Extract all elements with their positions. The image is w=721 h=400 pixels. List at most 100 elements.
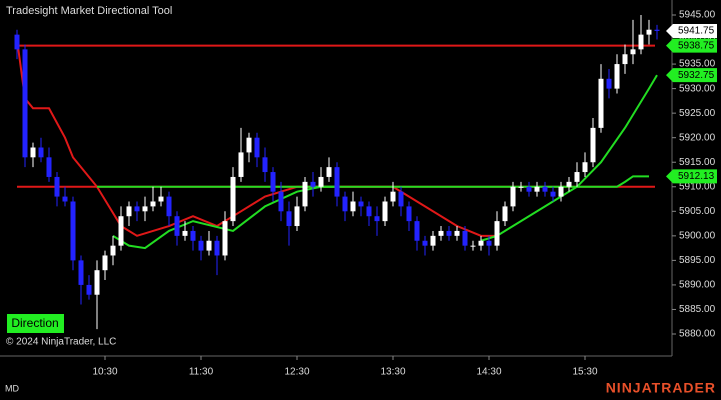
y-tick-label: 5910.00: [679, 181, 716, 192]
candle-body: [518, 186, 524, 188]
indicator-line: [112, 185, 337, 250]
candle-body: [390, 191, 396, 202]
candle-body: [342, 196, 348, 212]
candle-body: [110, 245, 116, 256]
y-tick-label: 5900.00: [679, 230, 716, 241]
price-tag-label: 5938.75: [678, 40, 715, 51]
candle-body: [366, 206, 372, 217]
x-tick-label: 14:30: [476, 367, 501, 378]
candle-body: [30, 147, 36, 158]
candle-body: [286, 211, 292, 227]
candle-body: [470, 245, 476, 247]
direction-label[interactable]: Direction: [11, 316, 58, 330]
x-tick-label: 12:30: [284, 367, 309, 378]
candle-body: [214, 240, 220, 256]
x-tick-label: 15:30: [572, 367, 597, 378]
candle-body: [502, 206, 508, 222]
candle-body: [510, 186, 516, 207]
candle-body: [526, 186, 532, 192]
candle-body: [622, 54, 628, 65]
candle-body: [574, 172, 580, 182]
candle-body: [462, 230, 468, 246]
candle-body: [414, 221, 420, 241]
candle-body: [174, 216, 180, 236]
y-tick-label: 5895.00: [679, 255, 716, 266]
candle-body: [238, 152, 244, 177]
candle-body: [478, 240, 484, 246]
candle-body: [78, 260, 84, 285]
candle-body: [62, 196, 68, 202]
candle-body: [438, 230, 444, 236]
candle-body: [54, 176, 60, 197]
candle-body: [334, 167, 340, 197]
x-tick-label: 13:30: [380, 367, 405, 378]
candle-body: [206, 240, 212, 251]
candle-body: [398, 191, 404, 207]
candle-body: [222, 221, 228, 256]
candle-body: [558, 186, 564, 197]
candle-body: [254, 137, 260, 158]
candle-body: [430, 235, 436, 246]
candle-body: [406, 206, 412, 222]
candle-body: [158, 196, 164, 202]
price-tag: [666, 38, 717, 53]
candle-body: [38, 147, 44, 158]
candle-body: [326, 167, 332, 177]
candle-body: [646, 29, 652, 35]
copyright: © 2024 NinjaTrader, LLC: [6, 337, 116, 348]
y-tick-label: 5905.00: [679, 206, 716, 217]
y-tick-label: 5935.00: [679, 59, 716, 70]
y-tick-label: 5880.00: [679, 329, 716, 340]
candle-body: [350, 201, 356, 212]
x-tick-label: 10:30: [92, 367, 117, 378]
brand: NINJATRADER: [606, 380, 716, 396]
y-tick-label: 5920.00: [679, 132, 716, 143]
candle-body: [318, 176, 324, 187]
indicator-line: [97, 175, 649, 188]
candle-body: [118, 216, 124, 246]
candle-body: [606, 78, 612, 89]
candle-body: [566, 181, 572, 187]
y-tick-label: 5925.00: [679, 108, 716, 119]
candle-body: [166, 196, 172, 217]
candle-body: [598, 78, 604, 128]
y-tick-label: 5945.00: [679, 10, 716, 21]
candle-body: [630, 49, 636, 55]
candle-body: [454, 230, 460, 236]
corner-label: MD: [5, 383, 19, 393]
candle-body: [494, 221, 500, 246]
candle-body: [246, 137, 252, 153]
candle-body: [22, 49, 28, 158]
price-tag: [666, 23, 717, 38]
y-tick-label: 5890.00: [679, 280, 716, 291]
y-tick-label: 5915.00: [679, 157, 716, 168]
candle-body: [374, 216, 380, 222]
chart-title: Tradesight Market Directional Tool: [6, 5, 172, 17]
candle-body: [582, 162, 588, 173]
candle-body: [534, 186, 540, 192]
candle-body: [614, 64, 620, 89]
y-tick-label: 5885.00: [679, 304, 716, 315]
candle-body: [230, 176, 236, 222]
candle-body: [182, 230, 188, 236]
candle-body: [294, 206, 300, 227]
indicator-line: [16, 39, 497, 237]
direction-button[interactable]: [7, 314, 64, 333]
candle-body: [150, 201, 156, 207]
price-tag-label: 5912.13: [678, 171, 715, 182]
candle-body: [310, 181, 316, 187]
price-tag-label: 5941.75: [678, 26, 715, 37]
x-tick-label: 11:30: [189, 367, 214, 378]
candle-body: [446, 230, 452, 236]
candle-body: [190, 230, 196, 241]
candle-body: [142, 206, 148, 212]
candle-body: [654, 29, 660, 31]
candle-body: [590, 127, 596, 163]
candle-body: [270, 172, 276, 192]
candle-body: [550, 191, 556, 197]
candle-body: [198, 240, 204, 251]
candle-body: [486, 240, 492, 246]
price-tag: [666, 169, 717, 184]
